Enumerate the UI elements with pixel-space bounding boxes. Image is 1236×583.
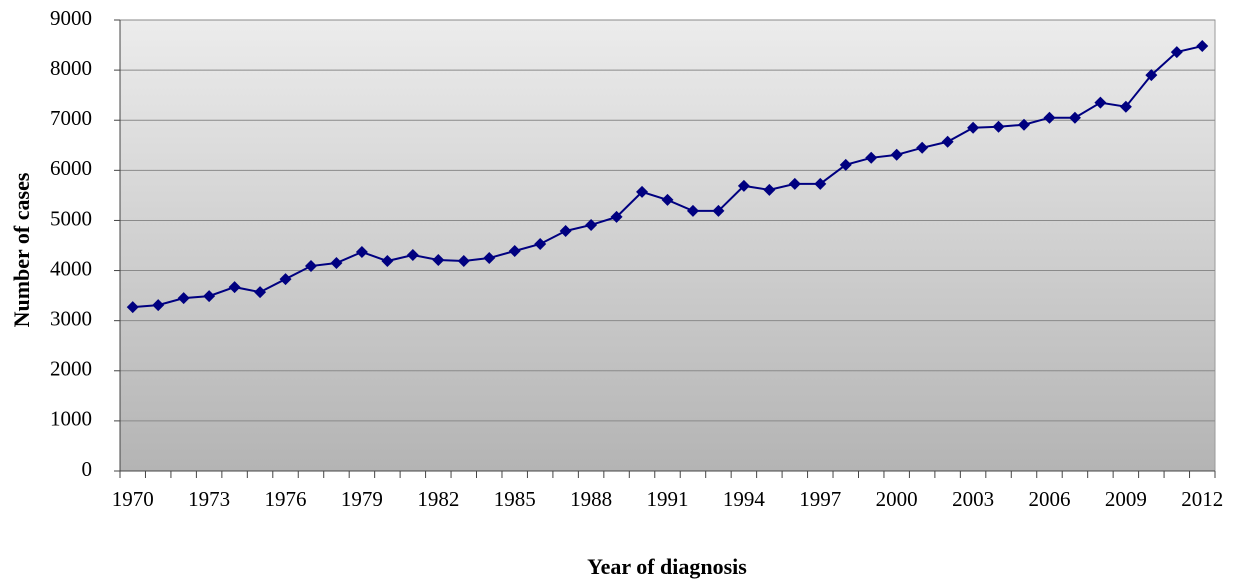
x-tick-label: 1985 xyxy=(494,487,536,511)
x-tick-label: 1976 xyxy=(265,487,307,511)
y-tick-label: 8000 xyxy=(50,56,92,80)
marker xyxy=(585,218,598,231)
x-tick-label: 1997 xyxy=(799,487,841,511)
marker xyxy=(661,193,674,206)
x-tick-label: 1994 xyxy=(723,487,766,511)
marker xyxy=(636,185,649,198)
marker xyxy=(788,177,801,190)
x-tick-label: 2009 xyxy=(1105,487,1147,511)
marker xyxy=(610,210,623,223)
marker xyxy=(432,254,445,267)
x-tick-label: 2006 xyxy=(1028,487,1070,511)
x-axis-title: Year of diagnosis xyxy=(587,554,747,579)
marker xyxy=(1018,118,1031,131)
marker xyxy=(152,299,165,312)
marker xyxy=(1196,40,1209,53)
marker xyxy=(457,255,470,268)
plot-area xyxy=(119,19,1216,472)
y-tick-label: 7000 xyxy=(50,106,92,130)
marker xyxy=(992,120,1005,133)
marker xyxy=(916,141,929,154)
marker xyxy=(279,273,292,286)
marker xyxy=(814,177,827,190)
marker xyxy=(865,151,878,164)
marker xyxy=(737,179,750,192)
y-tick-label: 6000 xyxy=(50,156,92,180)
marker xyxy=(559,224,572,237)
x-tick-label: 1970 xyxy=(112,487,154,511)
marker xyxy=(228,281,241,294)
marker xyxy=(1068,111,1081,124)
y-tick-label: 2000 xyxy=(50,357,92,381)
marker xyxy=(304,260,317,273)
marker xyxy=(1043,111,1056,124)
x-tick-label: 2012 xyxy=(1181,487,1223,511)
y-axis-title: Number of cases xyxy=(9,172,34,327)
marker xyxy=(890,148,903,161)
marker xyxy=(1145,69,1158,82)
marker xyxy=(381,255,394,268)
marker xyxy=(355,246,368,259)
marker xyxy=(1170,46,1183,59)
x-tick-label: 1991 xyxy=(647,487,689,511)
marker xyxy=(203,290,216,303)
y-tick-label: 9000 xyxy=(50,6,92,30)
y-tick-label: 3000 xyxy=(50,306,92,330)
marker xyxy=(839,158,852,171)
x-tick-label: 1988 xyxy=(570,487,612,511)
y-tick-label: 1000 xyxy=(50,407,92,431)
marker xyxy=(763,183,776,196)
x-tick-label: 1982 xyxy=(417,487,459,511)
marker xyxy=(967,121,980,134)
grid xyxy=(120,19,1215,472)
x-tick-label: 2000 xyxy=(876,487,918,511)
marker xyxy=(177,292,190,305)
marker xyxy=(508,245,521,258)
x-tick-label: 2003 xyxy=(952,487,994,511)
marker xyxy=(1094,96,1107,109)
x-tick-label: 1979 xyxy=(341,487,383,511)
marker xyxy=(254,286,267,299)
y-tick-label: 0 xyxy=(82,457,93,481)
marker xyxy=(686,204,699,217)
marker xyxy=(534,237,547,250)
marker xyxy=(126,301,139,314)
y-tick-label: 5000 xyxy=(50,206,92,230)
x-tick-label: 1973 xyxy=(188,487,230,511)
marker xyxy=(712,204,725,217)
marker xyxy=(1119,100,1132,113)
y-tick-label: 4000 xyxy=(50,256,92,280)
marker xyxy=(941,135,954,148)
marker xyxy=(330,257,343,270)
marker xyxy=(406,249,419,262)
marker xyxy=(483,252,496,265)
